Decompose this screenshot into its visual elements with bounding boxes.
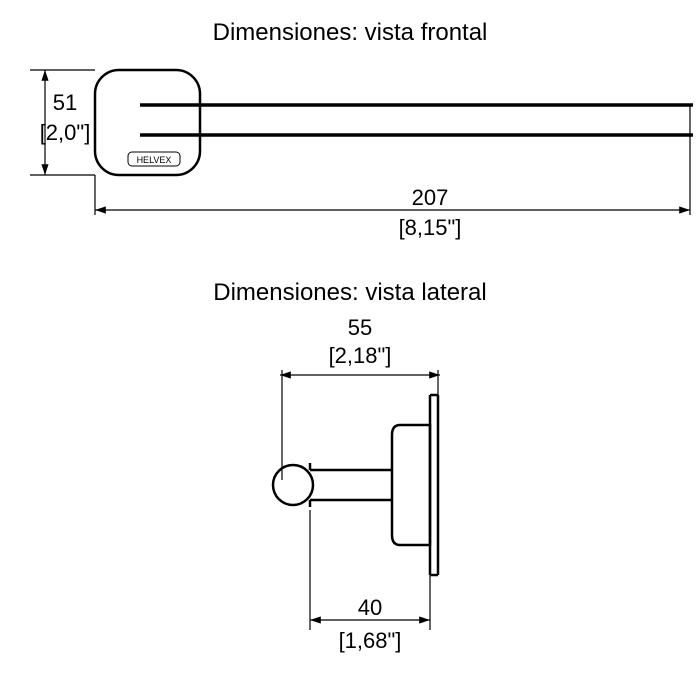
dim-height-mm: 51 [53,90,77,115]
dim-bot-in: [1,68"] [339,628,402,653]
dim-length-in: [8,15"] [399,215,462,240]
brand-text: HELVEX [137,155,172,165]
side-title: Dimensiones: vista lateral [213,279,486,306]
dim-top-mm: 55 [348,315,372,340]
tech-drawing: Dimensiones: vista frontal 51 [2,0"] HEL… [0,0,700,700]
dim-bot-mm: 40 [358,595,382,620]
side-ball [273,465,313,505]
dim-top-in: [2,18"] [329,343,392,368]
side-boss [392,425,430,545]
front-title: Dimensiones: vista frontal [213,19,488,46]
dim-length-mm: 207 [412,185,449,210]
dim-height-in: [2,0"] [40,120,91,145]
